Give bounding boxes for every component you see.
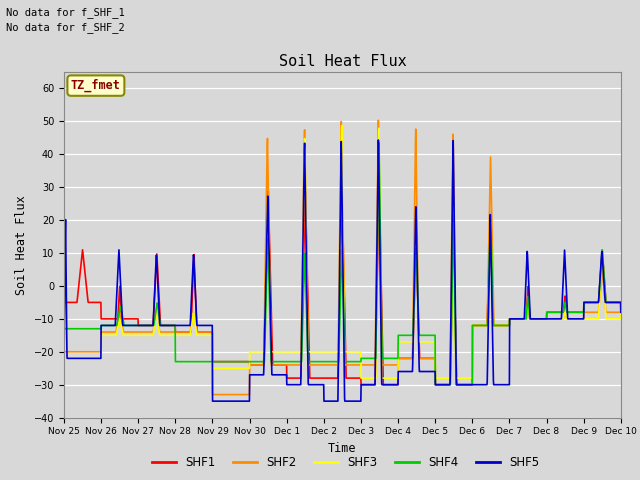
Line: SHF4: SHF4 <box>64 143 621 384</box>
SHF2 <box>374 118 382 123</box>
Text: TZ_fmet: TZ_fmet <box>71 79 121 92</box>
SHF2 <box>216 392 223 397</box>
SHF1 <box>359 382 367 387</box>
SHF3 <box>584 316 591 322</box>
SHF4 <box>375 140 383 145</box>
SHF3 <box>216 365 223 371</box>
SHF1 <box>371 382 379 387</box>
SHF5 <box>374 137 382 143</box>
SHF4 <box>358 356 366 361</box>
SHF4 <box>216 359 223 364</box>
SHF2 <box>584 310 591 315</box>
SHF5 <box>568 316 576 322</box>
Line: SHF1: SHF1 <box>64 184 621 384</box>
SHF5 <box>209 398 216 404</box>
SHF1 <box>357 382 365 387</box>
SHF3 <box>357 375 365 381</box>
Legend: SHF1, SHF2, SHF3, SHF4, SHF5: SHF1, SHF2, SHF3, SHF4, SHF5 <box>147 452 544 474</box>
SHF4 <box>371 356 378 361</box>
SHF4 <box>431 382 439 387</box>
Line: SHF3: SHF3 <box>64 126 621 378</box>
SHF3 <box>338 123 346 129</box>
Line: SHF5: SHF5 <box>64 140 621 401</box>
SHF1 <box>568 310 576 315</box>
SHF4 <box>584 300 591 305</box>
SHF5 <box>371 382 379 387</box>
SHF3 <box>617 310 625 315</box>
SHF2 <box>60 349 68 355</box>
Text: No data for f_SHF_1: No data for f_SHF_1 <box>6 7 125 18</box>
SHF1 <box>505 323 513 328</box>
SHF3 <box>359 375 367 381</box>
SHF2 <box>568 316 576 322</box>
SHF5 <box>216 398 223 404</box>
SHF1 <box>617 300 625 305</box>
SHF2 <box>617 310 625 315</box>
Title: Soil Heat Flux: Soil Heat Flux <box>278 54 406 70</box>
SHF1 <box>216 359 223 364</box>
SHF5 <box>584 300 591 305</box>
Text: No data for f_SHF_2: No data for f_SHF_2 <box>6 22 125 33</box>
SHF2 <box>359 362 367 368</box>
SHF2 <box>371 362 379 368</box>
SHF4 <box>505 323 513 328</box>
Line: SHF2: SHF2 <box>64 120 621 395</box>
SHF2 <box>505 323 513 328</box>
SHF3 <box>568 316 576 322</box>
SHF5 <box>359 382 367 387</box>
SHF4 <box>617 300 625 305</box>
SHF2 <box>209 392 216 397</box>
SHF5 <box>505 382 513 387</box>
SHF4 <box>568 310 576 315</box>
SHF5 <box>60 356 68 361</box>
SHF4 <box>60 326 68 332</box>
SHF3 <box>505 323 513 328</box>
X-axis label: Time: Time <box>328 442 356 455</box>
SHF5 <box>617 310 625 315</box>
Y-axis label: Soil Heat Flux: Soil Heat Flux <box>15 195 28 295</box>
SHF1 <box>60 300 68 305</box>
SHF1 <box>375 181 383 187</box>
SHF1 <box>584 300 591 305</box>
SHF3 <box>371 375 379 381</box>
SHF3 <box>60 356 68 361</box>
